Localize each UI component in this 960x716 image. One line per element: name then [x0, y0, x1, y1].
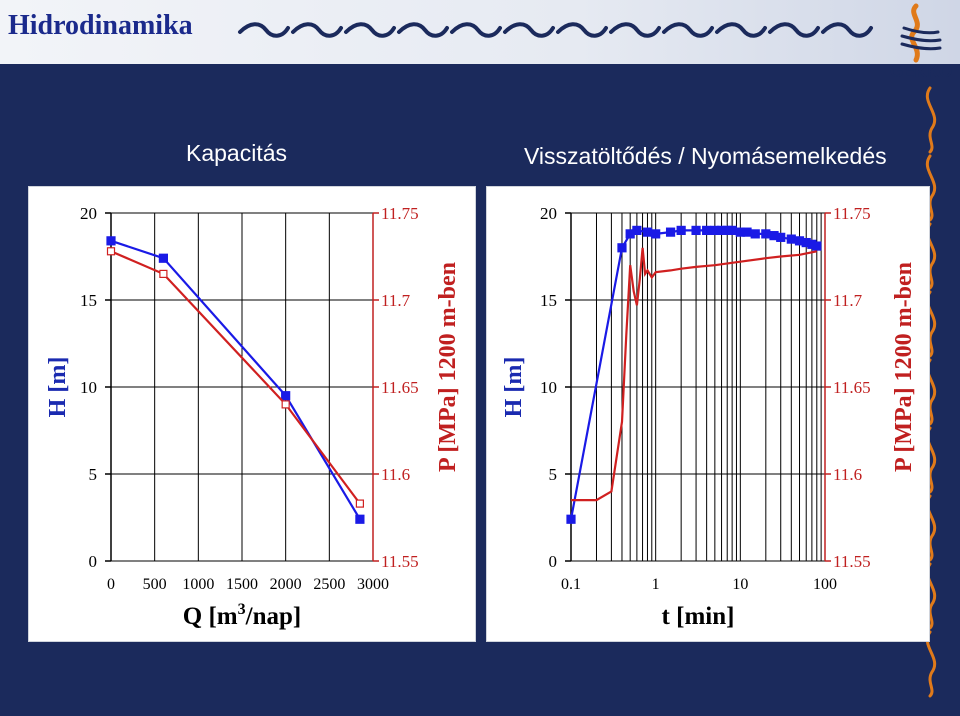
x-tick-label: 3000	[357, 576, 389, 593]
y-tick-label: 15	[540, 291, 557, 310]
y2-tick-label: 11.75	[833, 204, 871, 223]
series-2-point	[281, 400, 290, 409]
series-1-point	[742, 227, 752, 237]
page-title: Hidrodinamika	[8, 10, 193, 41]
y-tick-label: 0	[549, 552, 558, 571]
x-tick-label: 10	[732, 576, 748, 593]
series-1-point	[727, 225, 737, 236]
x-tick-label: 500	[143, 576, 167, 593]
flame-logo-icon	[900, 3, 942, 63]
y2-axis-label: P [MPa] 1200 m-ben	[435, 262, 461, 472]
series-1-point	[676, 225, 686, 236]
series-1-point	[812, 241, 822, 251]
series-2-line	[110, 250, 361, 505]
y-tick-label: 5	[549, 465, 558, 484]
series-1-point	[691, 225, 701, 236]
y2-tick-label: 11.65	[833, 378, 871, 397]
x-tick-label: 1000	[182, 576, 214, 593]
y2-tick-label: 11.55	[833, 552, 871, 571]
series-1-point	[566, 514, 576, 524]
series-1-point	[651, 229, 661, 239]
series-1-point	[776, 232, 786, 242]
series-1-point	[786, 234, 796, 244]
recovery-chart: 0 5 10 15 20 11.55 11.6 11.65 11.7 11.75 0.1 1 10 100…	[501, 204, 917, 630]
series-2-line	[571, 247, 818, 502]
header-bar: Hidrodinamika	[0, 0, 960, 64]
x-axis-label: t [min]	[662, 603, 735, 630]
y-axis-label: H [m]	[501, 357, 527, 418]
y2-tick-label: 11.7	[833, 291, 863, 310]
right-chart-panel: 0 5 10 15 20 11.55 11.6 11.65 11.7 11.75 0.1 1 10 100…	[486, 186, 930, 642]
y2-tick-label: 11.75	[381, 204, 419, 223]
x-tick-label: 0	[107, 576, 115, 593]
y2-tick-label: 11.65	[381, 378, 419, 397]
series-1-point	[106, 236, 116, 246]
series-1-point	[281, 391, 291, 401]
series-1-point	[617, 243, 627, 253]
y2-axis-label: P [MPa] 1200 m-ben	[891, 262, 917, 472]
x-axis-label-tail: /nap]	[245, 603, 302, 630]
series-1-point	[750, 229, 760, 239]
y-tick-label: 20	[80, 204, 97, 223]
series-1-point	[702, 225, 712, 236]
series-2-point	[159, 269, 168, 279]
y2-tick-label: 11.55	[381, 552, 419, 571]
series-1-point	[632, 225, 642, 236]
x-tick-label: 2500	[313, 576, 345, 593]
y-tick-label: 5	[89, 465, 98, 484]
side-wave-decoration-icon	[926, 86, 936, 698]
x-axis-label-superscript: 3	[238, 601, 246, 618]
wave-decoration-icon	[238, 22, 873, 38]
y2-tick-label: 11.7	[381, 291, 411, 310]
x-tick-label: 1500	[226, 576, 258, 593]
series-2-point	[355, 499, 364, 508]
logo-text: GEKKO	[890, 62, 953, 81]
series-1-line	[110, 239, 361, 520]
y-axis-label: H [m]	[45, 357, 71, 418]
series-2-point	[106, 247, 116, 256]
x-tick-label: 0.1	[561, 576, 581, 593]
x-axis-label: Q [m3/nap]	[183, 601, 301, 630]
y-tick-label: 10	[80, 378, 97, 397]
left-chart-subtitle: Kapacitás	[186, 140, 288, 166]
series-1-point	[665, 227, 676, 237]
x-tick-label: 2000	[270, 576, 302, 593]
series-1-point	[642, 227, 653, 237]
series-1-point	[355, 514, 365, 524]
x-tick-label: 100	[813, 576, 837, 593]
y-tick-label: 15	[80, 291, 97, 310]
x-tick-label: 1	[652, 576, 660, 593]
series-1-point	[761, 229, 771, 239]
left-chart-panel: 0 5 10 15 20 11.55 11.6 11.65 11.7 11.75 0 500 1000 1…	[28, 186, 476, 642]
right-chart-subtitle: Visszatöltődés / Nyomásemelkedés	[524, 143, 887, 169]
y2-tick-label: 11.6	[833, 465, 862, 484]
capacity-chart: 0 5 10 15 20 11.55 11.6 11.65 11.7 11.75 0 500 1000 1…	[45, 204, 461, 630]
series-1-line	[569, 229, 818, 520]
y-tick-label: 20	[540, 204, 557, 223]
y-tick-label: 10	[540, 378, 557, 397]
y-tick-label: 0	[89, 552, 98, 571]
y2-tick-label: 11.6	[381, 465, 410, 484]
series-1-point	[158, 253, 168, 263]
